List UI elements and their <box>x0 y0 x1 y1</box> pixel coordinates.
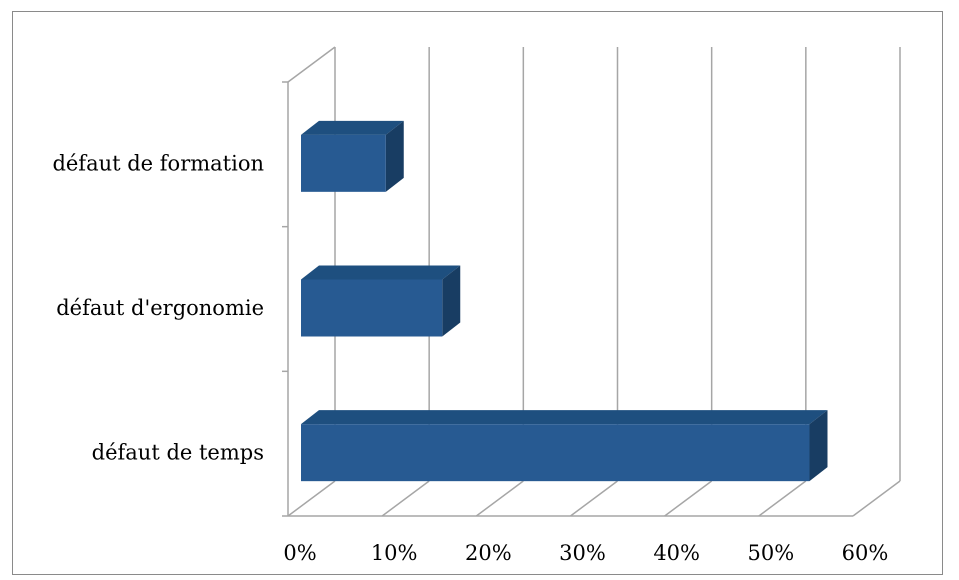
bar-side-2 <box>809 410 828 482</box>
bar-0 <box>301 134 386 192</box>
bar-top-1 <box>301 265 461 280</box>
category-label-1: défaut d'ergonomie <box>56 296 264 320</box>
floor-line-0 <box>287 480 336 517</box>
x-tick-label-1: 10% <box>371 541 418 565</box>
bar-top-2 <box>301 410 828 425</box>
floor-line-4 <box>664 480 713 517</box>
x-tick-label-3: 30% <box>559 541 606 565</box>
x-tick-label-5: 50% <box>747 541 794 565</box>
x-tick-label-4: 40% <box>653 541 700 565</box>
bar-1 <box>301 279 443 337</box>
floor-line-3 <box>570 480 618 517</box>
floor-line-5 <box>758 480 807 517</box>
bar-side-0 <box>385 120 404 192</box>
bar-side-1 <box>442 265 461 337</box>
x-tick-label-6: 60% <box>842 541 889 565</box>
left-wall-top <box>287 46 336 83</box>
category-label-2: défaut de temps <box>92 441 264 465</box>
x-tick-label-0: 0% <box>283 541 316 565</box>
floor-line-1 <box>381 480 430 517</box>
x-tick-label-2: 20% <box>465 541 512 565</box>
floor-line-2 <box>475 480 524 517</box>
category-label-0: défaut de formation <box>52 151 264 175</box>
bar-top-0 <box>301 120 404 135</box>
floor-line-6 <box>852 480 901 517</box>
bar-2 <box>301 424 810 482</box>
